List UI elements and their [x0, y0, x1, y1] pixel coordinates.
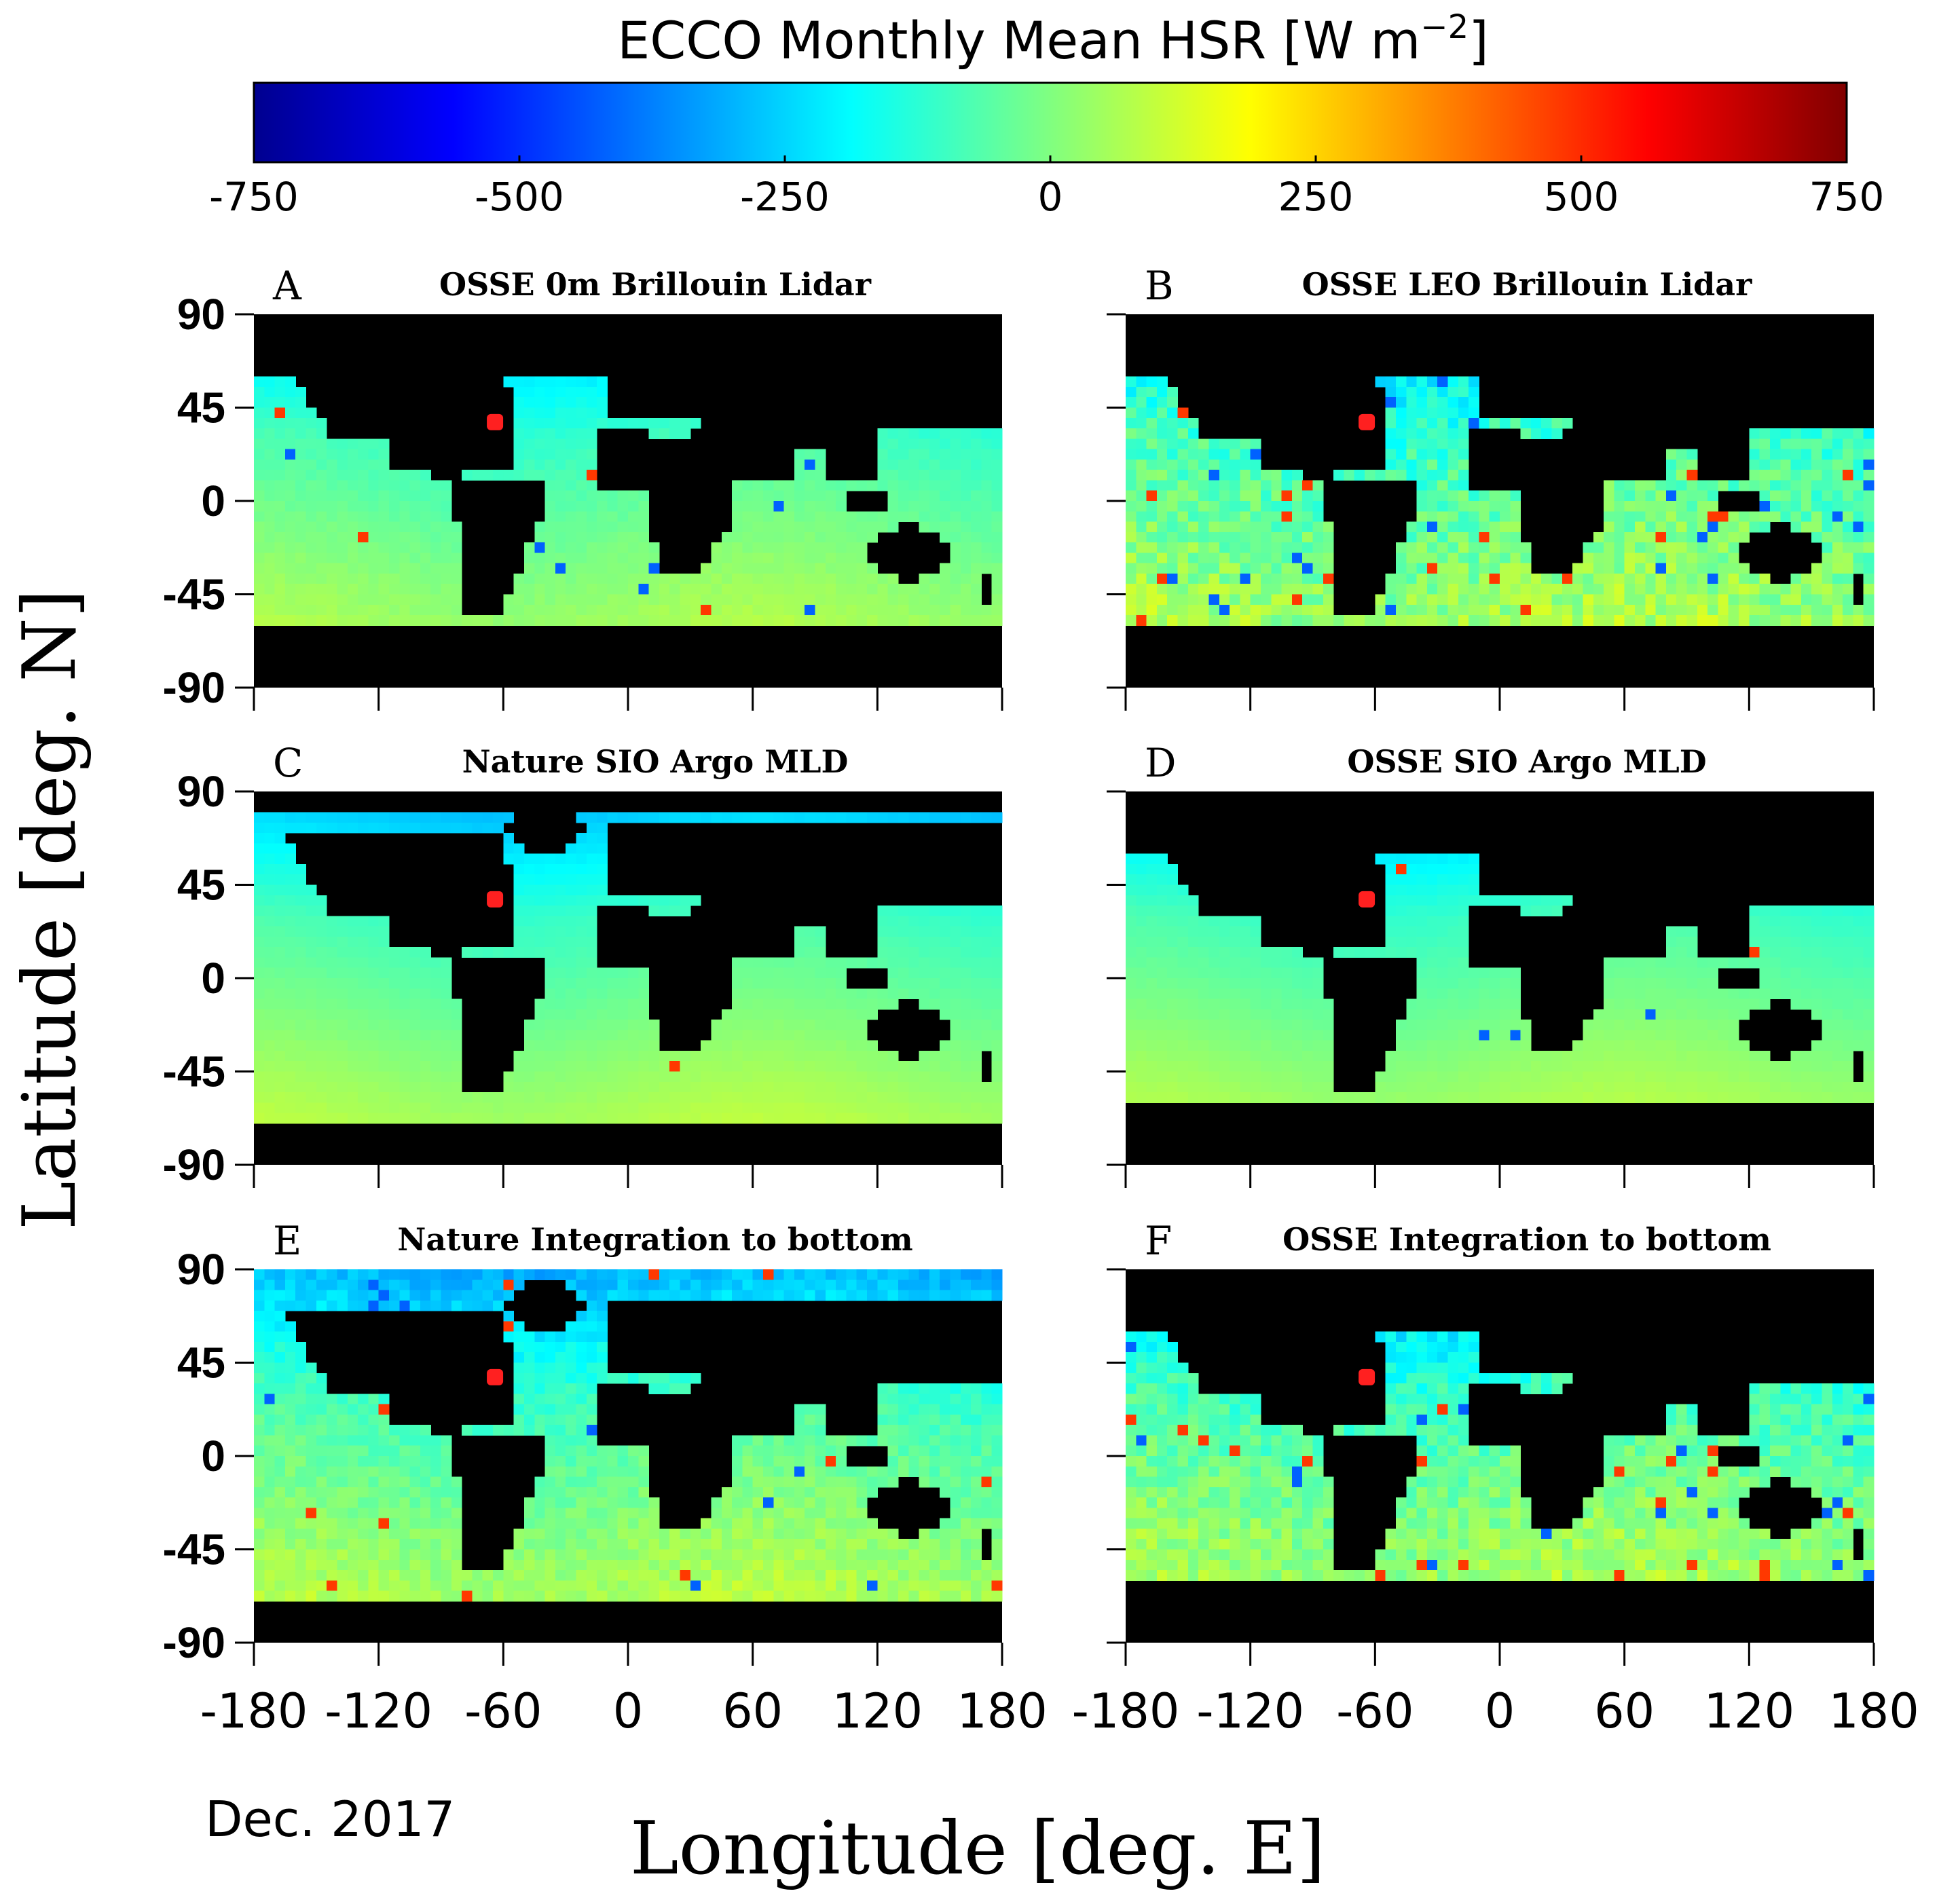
heatmap-cells: [254, 1269, 1003, 1602]
colorbar-tick-label: -500: [475, 174, 564, 220]
panel-title: Nature Integration to bottom: [397, 1221, 912, 1258]
y-tick-label: -90: [163, 663, 226, 712]
highlight-marker: [487, 1368, 504, 1385]
y-axis-label: Latitude [deg. N]: [7, 589, 92, 1230]
panel-title: Nature SIO Argo MLD: [462, 743, 849, 780]
x-tick-label: 60: [1594, 1683, 1655, 1739]
x-axis-label: Longitude [deg. E]: [630, 1806, 1325, 1891]
colorbar-title: ECCO Monthly Mean HSR [W m−2]: [617, 8, 1489, 71]
highlight-marker: [1359, 1368, 1375, 1385]
colorbar-tick-label: 750: [1809, 174, 1885, 220]
x-tick-label: 120: [832, 1683, 923, 1739]
y-tick-label: 0: [201, 477, 225, 525]
x-tick-label: 180: [957, 1683, 1048, 1739]
y-tick-label: 45: [177, 1339, 225, 1387]
heatmap-cells: [1126, 853, 1875, 1103]
x-tick-label: 180: [1828, 1683, 1919, 1739]
heatmap-cells: [254, 376, 1003, 626]
colorbar-ticks: -750 -500 -250 0 250 500 750: [209, 155, 1884, 220]
highlight-marker: [487, 891, 504, 908]
panel-c: C Nature SIO Argo MLD 90 45 0 -45 -90: [163, 740, 1003, 1189]
panel-d: D OSSE SIO Argo MLD: [1107, 740, 1875, 1188]
colorbar-tick-label: -750: [209, 174, 299, 220]
x-tick-label: 60: [722, 1683, 783, 1739]
highlight-marker: [1359, 413, 1375, 430]
panel-b: B OSSE LEO Brillouin Lidar: [1107, 263, 1875, 711]
panel-title: OSSE SIO Argo MLD: [1347, 743, 1706, 780]
heatmap-cells: [1126, 376, 1875, 626]
panel-e: E Nature Integration to bottom 90 45 0 -45 -90…: [163, 1218, 1048, 1739]
y-tick-label: 90: [177, 767, 225, 816]
date-label: Dec. 2017: [205, 1791, 455, 1848]
y-tick-label: 90: [177, 290, 225, 339]
x-tick-label: -60: [464, 1683, 542, 1739]
x-tick-label: -180: [200, 1683, 308, 1739]
panel-letter: B: [1145, 263, 1174, 309]
panel-letter: F: [1145, 1218, 1172, 1264]
colorbar-tick-label: -250: [740, 174, 830, 220]
y-tick-label: 90: [177, 1245, 225, 1294]
x-tick-label: 0: [613, 1683, 644, 1739]
y-tick-label: -45: [163, 1525, 226, 1574]
x-tick-label: -120: [325, 1683, 432, 1739]
y-tick-label: 0: [201, 1432, 225, 1480]
panel-letter: A: [272, 263, 302, 309]
y-tick-label: -45: [163, 1047, 226, 1096]
y-tick-label: -90: [163, 1140, 226, 1189]
panel-f: F OSSE Integration to bottom -180 -120 -60 0 6…: [1072, 1218, 1919, 1739]
panel-title: OSSE LEO Brillouin Lidar: [1302, 266, 1752, 303]
colorbar: [253, 81, 1848, 164]
y-tick-label: 45: [177, 861, 225, 910]
panel-letter: C: [273, 740, 303, 786]
colorbar-tick-label: 0: [1038, 174, 1063, 220]
highlight-marker: [1359, 891, 1375, 908]
panel-title: OSSE 0m Brillouin Lidar: [439, 266, 872, 303]
heatmap-cells: [254, 812, 1003, 1124]
y-tick-label: -45: [163, 570, 226, 619]
panel-title: OSSE Integration to bottom: [1282, 1221, 1771, 1258]
panel-letter: D: [1145, 740, 1177, 786]
y-tick-label: 45: [177, 384, 225, 432]
x-tick-label: 0: [1485, 1683, 1515, 1739]
panel-letter: E: [273, 1218, 301, 1264]
colorbar-tick-label: 500: [1544, 174, 1619, 220]
x-tick-label: -120: [1196, 1683, 1304, 1739]
highlight-marker: [487, 413, 504, 430]
colorbar-tick-label: 250: [1278, 174, 1354, 220]
y-tick-label: 0: [201, 954, 225, 1003]
x-tick-label: 120: [1704, 1683, 1795, 1739]
panel-a: A OSSE 0m Brillouin Lidar 90 45 0 -45 -90: [163, 263, 1003, 712]
y-tick-label: -90: [163, 1618, 226, 1667]
map-panels: A OSSE 0m Brillouin Lidar 90 45 0 -45 -90 B OSSE…: [163, 263, 1919, 1739]
heatmap-cells: [1126, 1331, 1875, 1581]
x-tick-label: -180: [1072, 1683, 1180, 1739]
x-tick-label: -60: [1336, 1683, 1414, 1739]
